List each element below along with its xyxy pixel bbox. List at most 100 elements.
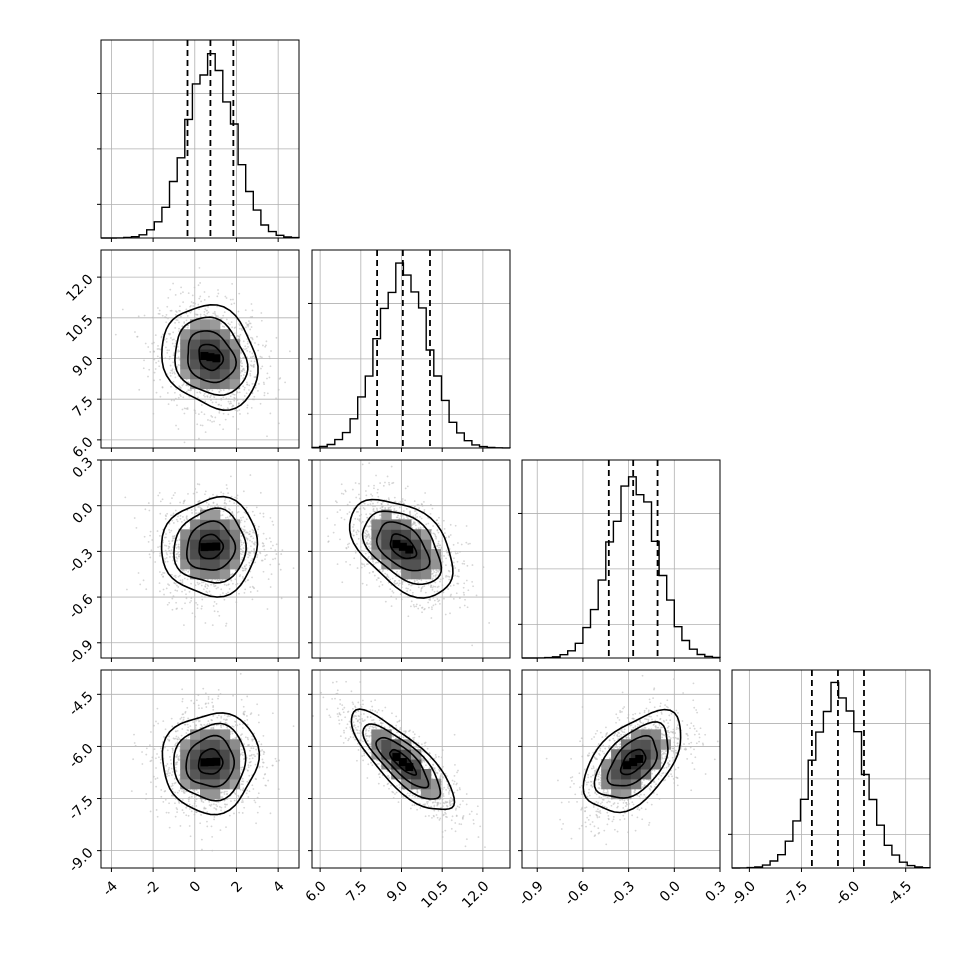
scatter-point — [326, 517, 329, 520]
scatter-point — [229, 574, 232, 576]
scatter-point — [250, 326, 253, 328]
scatter-point — [420, 587, 423, 590]
density-cell — [371, 529, 382, 540]
scatter-point — [406, 485, 409, 488]
scatter-point — [246, 323, 249, 326]
scatter-point — [404, 487, 407, 490]
scatter-point — [420, 579, 423, 582]
contour-line — [361, 510, 443, 586]
scatter-point — [436, 598, 439, 600]
scatter-point — [437, 570, 440, 573]
scatter-point — [395, 516, 398, 519]
scatter-point — [432, 525, 434, 527]
scatter-point — [393, 579, 396, 582]
scatter-point — [172, 494, 175, 497]
scatter-point — [215, 587, 218, 590]
scatter-point — [172, 361, 175, 364]
scatter-point — [400, 511, 403, 513]
scatter-point — [445, 557, 447, 560]
scatter-point — [229, 395, 232, 398]
scatter-point — [394, 500, 397, 503]
scatter-point — [266, 372, 269, 375]
scatter-point — [393, 504, 395, 507]
scatter-point — [192, 302, 195, 304]
scatter-point — [217, 586, 219, 589]
scatter-point — [154, 368, 157, 370]
scatter-point — [223, 501, 226, 504]
scatter-point — [191, 805, 194, 807]
scatter-point — [204, 583, 207, 586]
scatter-point — [175, 388, 178, 390]
scatter-point — [181, 579, 184, 581]
scatter-point — [174, 313, 177, 316]
scatter-point — [192, 492, 195, 495]
scatter-point — [454, 550, 457, 553]
scatter-point — [430, 584, 433, 587]
scatter-point — [393, 496, 396, 499]
scatter-point — [402, 514, 405, 517]
scatter-point — [175, 424, 177, 427]
scatter-point — [250, 365, 253, 367]
scatter-point — [202, 588, 205, 591]
scatter-point — [238, 723, 241, 726]
scatter-point — [262, 381, 265, 384]
scatter-point — [175, 357, 178, 359]
scatter-point — [156, 530, 159, 532]
scatter-point — [420, 503, 423, 505]
scatter-point — [182, 383, 185, 386]
scatter-point — [190, 599, 193, 602]
scatter-point — [369, 503, 372, 506]
scatter-point — [243, 710, 246, 713]
scatter-point — [361, 549, 363, 552]
scatter-point — [169, 332, 172, 335]
y-tick-label: 12.0 — [63, 271, 96, 304]
scatter-point — [453, 557, 455, 560]
scatter-point — [251, 784, 254, 787]
scatter-point — [148, 509, 151, 512]
scatter-point — [246, 579, 249, 582]
scatter-point — [454, 524, 457, 527]
scatter-point — [201, 581, 203, 584]
scatter-point — [187, 492, 189, 495]
scatter-point — [432, 597, 435, 599]
scatter-point — [275, 336, 278, 339]
density-cell — [371, 519, 382, 530]
scatter-point — [199, 822, 202, 825]
scatter-point — [172, 512, 175, 515]
scatter-point — [379, 507, 382, 510]
scatter-point — [189, 601, 191, 604]
scatter-point — [407, 517, 409, 520]
density-cell — [229, 358, 241, 370]
scatter-point — [450, 593, 452, 596]
scatter-point — [231, 732, 234, 735]
scatter-point — [210, 803, 213, 806]
scatter-point — [465, 525, 468, 527]
scatter-point — [265, 537, 268, 540]
scatter-point — [268, 357, 271, 360]
scatter-point — [404, 499, 407, 502]
scatter-point — [222, 428, 225, 431]
scatter-point — [352, 526, 354, 528]
scatter-point — [442, 577, 444, 580]
scatter-point — [222, 412, 225, 415]
scatter-point — [173, 777, 176, 780]
scatter-point — [445, 564, 447, 567]
scatter-point — [189, 305, 191, 308]
scatter-point — [245, 381, 248, 384]
scatter-point — [176, 346, 179, 348]
scatter-point — [462, 586, 465, 589]
scatter-point — [225, 592, 228, 595]
scatter-point — [237, 510, 240, 513]
scatter-point — [411, 524, 413, 527]
density-cell — [381, 529, 392, 540]
scatter-point — [194, 488, 197, 490]
scatter-point — [246, 342, 249, 345]
scatter-point — [348, 542, 351, 545]
y-tick-label: 9.0 — [70, 353, 97, 380]
scatter-point — [173, 575, 176, 578]
scatter-point — [169, 374, 172, 377]
scatter-point — [206, 312, 209, 315]
scatter-point — [191, 612, 194, 615]
scatter-point — [249, 535, 252, 538]
scatter-point — [410, 600, 413, 603]
